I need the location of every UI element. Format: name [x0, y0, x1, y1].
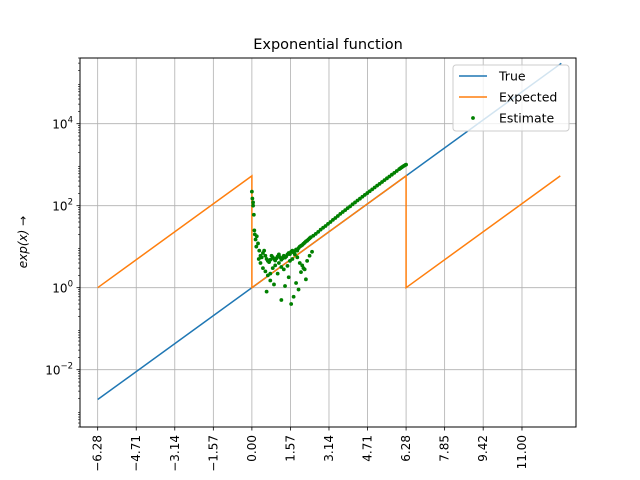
- x-axis: −6.28 −4.71 −3.14 −1.57 0.00 1.57 3.14 4.71 6.28…: [91, 427, 529, 472]
- axes-frame: [79, 57, 577, 428]
- y-tick-label: 102: [52, 198, 73, 214]
- series-estimate-point: [268, 278, 273, 283]
- series-estimate-point: [283, 284, 287, 288]
- series-estimate-point: [257, 248, 262, 253]
- series-estimate-point: [258, 261, 263, 265]
- series-estimate-point: [404, 162, 408, 167]
- series-estimate-point: [261, 266, 265, 271]
- series-estimate-point: [252, 228, 257, 233]
- y-tick-label: 10−2: [45, 362, 73, 378]
- legend-expected-label: Expected: [499, 90, 557, 105]
- series-estimate-point: [305, 259, 310, 263]
- series-estimate-point: [296, 287, 301, 292]
- x-tick-label: 7.85: [438, 435, 452, 462]
- series-estimate-point: [299, 270, 303, 274]
- series-estimate-point: [304, 277, 308, 282]
- x-tick-label: 4.71: [361, 435, 375, 462]
- series-estimate-point: [262, 248, 267, 253]
- series-estimate-point: [310, 249, 314, 254]
- series-estimate-point: [249, 189, 254, 194]
- series-estimate-point: [307, 253, 312, 258]
- series-estimate-point: [275, 271, 280, 276]
- y-axis-label: exp(x) →: [16, 216, 30, 268]
- x-tick-label: −6.28: [91, 435, 105, 472]
- series-estimate-point: [254, 244, 259, 249]
- series-estimate-point: [286, 275, 291, 280]
- series-estimate-point: [254, 234, 259, 239]
- x-tick-label: −4.71: [129, 435, 143, 472]
- series-estimate-point: [251, 200, 256, 205]
- series-estimate-point: [251, 203, 256, 208]
- series-estimate-point: [276, 261, 281, 265]
- legend: True Expected Estimate: [452, 64, 570, 132]
- x-tick-label: −3.14: [168, 435, 182, 472]
- x-tick-label: 0.00: [245, 435, 259, 462]
- x-tick-label: 1.57: [283, 435, 297, 462]
- y-axis: 10−2 100 102 104: [45, 57, 80, 428]
- plot-area: [97, 62, 562, 401]
- legend-true-label: True: [498, 69, 526, 84]
- legend-estimate-swatch: [471, 116, 475, 120]
- series-estimate-point: [292, 252, 297, 257]
- series-estimate-point: [251, 212, 256, 217]
- legend-estimate-label: Estimate: [499, 111, 555, 126]
- series-estimate-point: [297, 261, 302, 265]
- series-expected-line: [97, 174, 561, 290]
- series-estimate-point: [272, 282, 276, 287]
- series-estimate-point: [291, 294, 296, 299]
- series-estimate-point: [273, 263, 278, 268]
- legend-box: [452, 64, 570, 132]
- x-tick-label: 6.28: [399, 435, 413, 462]
- series-estimate-point: [253, 237, 258, 242]
- series-estimate-point: [301, 266, 306, 271]
- grid: [80, 58, 576, 427]
- series-estimate-point: [256, 257, 261, 261]
- series-estimate-point: [290, 257, 295, 261]
- series-estimate-point: [250, 196, 255, 201]
- x-tick-label: 9.42: [476, 435, 490, 462]
- series-estimate-point: [279, 298, 284, 302]
- series-estimate-point: [289, 302, 294, 306]
- series-estimate-point: [294, 281, 298, 285]
- chart-title: Exponential function: [253, 37, 403, 53]
- series-estimate-point: [316, 229, 321, 234]
- y-tick-label: 104: [52, 116, 73, 132]
- series-estimate-point: [259, 255, 264, 260]
- series-estimate-point: [279, 265, 284, 269]
- series-estimate-point: [295, 255, 300, 260]
- series-estimate-point: [281, 267, 286, 272]
- series-estimate-point: [263, 253, 268, 258]
- x-tick-label: 11.00: [515, 435, 529, 469]
- series-estimate-point: [285, 263, 290, 268]
- series-estimate-point: [270, 266, 275, 271]
- x-tick-label: 3.14: [322, 435, 336, 462]
- series-estimate-point: [264, 289, 269, 294]
- series-estimate-point: [268, 257, 273, 262]
- x-tick-label: −1.57: [206, 435, 220, 472]
- y-tick-label: 100: [52, 280, 73, 296]
- series-estimate-point: [276, 252, 281, 257]
- series-estimate-point: [268, 271, 273, 276]
- series-estimate-point: [256, 241, 260, 246]
- series-estimate-point: [263, 269, 268, 274]
